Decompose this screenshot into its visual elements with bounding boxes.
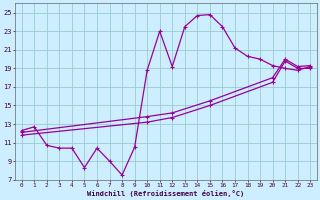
X-axis label: Windchill (Refroidissement éolien,°C): Windchill (Refroidissement éolien,°C): [87, 190, 244, 197]
